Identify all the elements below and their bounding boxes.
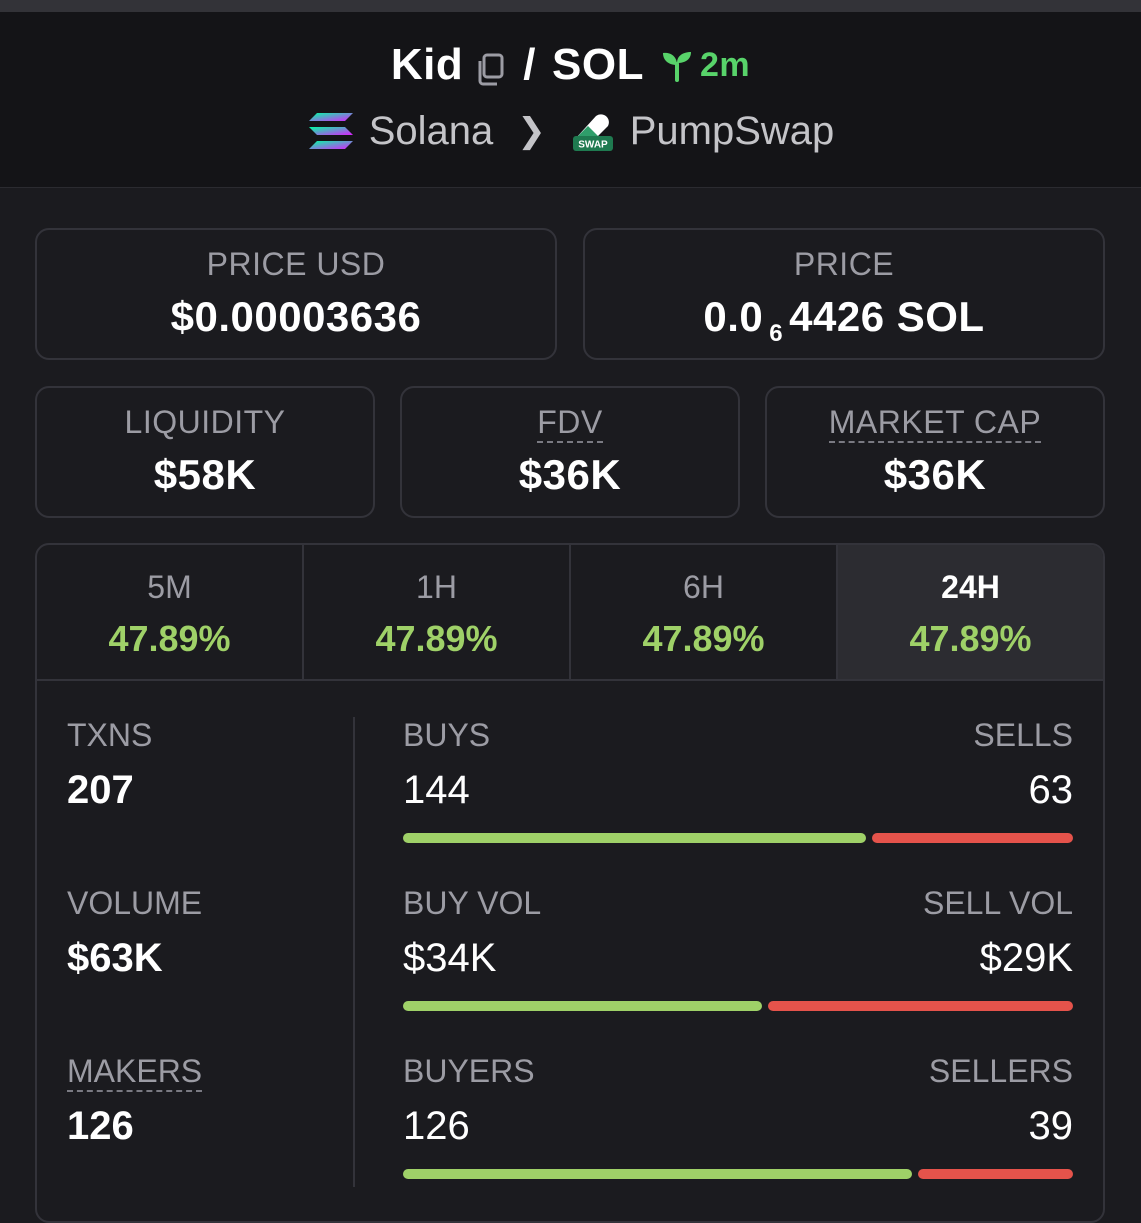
sprout-icon bbox=[662, 52, 691, 82]
price-native-zero-count: 6 bbox=[769, 320, 784, 347]
ratio-left-value: 126 bbox=[403, 1104, 470, 1148]
pair-header: Kid / SOL 2m bbox=[0, 12, 1141, 188]
metric-label[interactable]: MAKERS bbox=[67, 1053, 203, 1092]
price-usd-label: PRICE USD bbox=[206, 246, 386, 282]
ratio-right-value: 63 bbox=[1028, 768, 1074, 812]
buy-bar bbox=[403, 1169, 912, 1179]
column-divider bbox=[353, 717, 355, 1187]
ratio-right-value: 39 bbox=[1028, 1104, 1074, 1148]
metric-value: 207 bbox=[67, 768, 134, 812]
price-native-suffix: 4426 SOL bbox=[789, 293, 985, 340]
txns-metric: TXNS 207 bbox=[67, 717, 347, 885]
sell-bar bbox=[872, 833, 1073, 843]
buyers-sellers-ratio: BUYERS SELLERS 126 39 bbox=[403, 1053, 1073, 1221]
chevron-right-icon: ❯ bbox=[517, 112, 546, 150]
tab-change: 47.89% bbox=[108, 618, 231, 659]
metrics-column: TXNS 207 VOLUME $63K MAKERS 126 bbox=[67, 717, 347, 1221]
buy-bar bbox=[403, 1001, 762, 1011]
ratio-left-label: BUY VOL bbox=[403, 885, 542, 921]
stats-panel: 5M 47.89% 1H 47.89% 6H 47.89% 24H 47.89%… bbox=[35, 543, 1105, 1223]
price-usd-value: $0.00003636 bbox=[170, 293, 422, 340]
ratio-left-value: 144 bbox=[403, 768, 470, 812]
liquidity-card: LIQUIDITY $58K bbox=[35, 386, 375, 518]
fdv-value: $36K bbox=[518, 451, 622, 498]
tab-label: 5M bbox=[147, 569, 192, 605]
ratio-right-label: SELLS bbox=[973, 717, 1073, 753]
metric-value: 126 bbox=[67, 1104, 134, 1148]
metric-label: VOLUME bbox=[67, 885, 203, 921]
metric-value: $63K bbox=[67, 936, 163, 980]
buy-bar bbox=[403, 833, 866, 843]
price-native-card: PRICE 0.0 6 4426 SOL bbox=[583, 228, 1105, 360]
metric-label: TXNS bbox=[67, 717, 153, 753]
tab-change: 47.89% bbox=[375, 618, 498, 659]
copy-icon[interactable] bbox=[475, 48, 505, 86]
price-native-label: PRICE bbox=[793, 246, 895, 282]
ratio-left-value: $34K bbox=[403, 936, 497, 980]
buy-sell-volume-ratio: BUY VOL SELL VOL $34K $29K bbox=[403, 885, 1073, 1053]
market-cap-value: $36K bbox=[883, 451, 987, 498]
solana-icon bbox=[308, 113, 353, 149]
dex-link[interactable]: PumpSwap bbox=[629, 108, 835, 153]
pair-separator: / bbox=[523, 40, 537, 89]
ratio-right-value: $29K bbox=[979, 936, 1073, 980]
token-symbol: Kid bbox=[390, 40, 464, 89]
pumpswap-icon-text: SWAP bbox=[578, 140, 608, 151]
fdv-label[interactable]: FDV bbox=[537, 404, 603, 443]
ratio-bar bbox=[403, 1169, 1073, 1179]
ratios-column: BUYS SELLS 144 63 BUY VOL SELL VOL $34K … bbox=[403, 717, 1073, 1221]
tab-label: 6H bbox=[683, 569, 724, 605]
ratio-bar bbox=[403, 833, 1073, 843]
price-native-value: 0.0 6 4426 SOL bbox=[585, 293, 1103, 348]
tab-change: 47.89% bbox=[642, 618, 765, 659]
ratio-right-label: SELL VOL bbox=[922, 885, 1073, 921]
liquidity-value: $58K bbox=[153, 451, 257, 498]
sell-bar bbox=[918, 1169, 1073, 1179]
age-text: 2m bbox=[699, 45, 751, 84]
price-native-prefix: 0.0 bbox=[703, 293, 764, 340]
market-cap-label[interactable]: MARKET CAP bbox=[828, 404, 1042, 443]
sell-bar bbox=[768, 1001, 1073, 1011]
tab-1h[interactable]: 1H 47.89% bbox=[304, 545, 571, 679]
tab-label: 1H bbox=[416, 569, 457, 605]
tab-6h[interactable]: 6H 47.89% bbox=[571, 545, 838, 679]
ratio-right-label: SELLERS bbox=[928, 1053, 1073, 1089]
pumpswap-icon: SWAP bbox=[572, 114, 613, 151]
fdv-card: FDV $36K bbox=[400, 386, 740, 518]
pair-age: 2m bbox=[660, 46, 750, 85]
tab-5m[interactable]: 5M 47.89% bbox=[37, 545, 304, 679]
tab-label: 24H bbox=[941, 569, 1000, 605]
market-cap-card: MARKET CAP $36K bbox=[765, 386, 1105, 518]
ratio-bar bbox=[403, 1001, 1073, 1011]
tab-change: 47.89% bbox=[909, 618, 1032, 659]
timeframe-tabs: 5M 47.89% 1H 47.89% 6H 47.89% 24H 47.89% bbox=[37, 545, 1103, 681]
quote-symbol: SOL bbox=[552, 40, 644, 89]
chain-breadcrumb: Solana ❯ SWAP PumpSwap bbox=[0, 108, 1141, 154]
price-usd-card: PRICE USD $0.00003636 bbox=[35, 228, 557, 360]
top-bar bbox=[0, 0, 1141, 12]
ratio-left-label: BUYERS bbox=[403, 1053, 535, 1089]
chain-link[interactable]: Solana bbox=[368, 108, 494, 153]
volume-metric: VOLUME $63K bbox=[67, 885, 347, 1053]
buys-sells-ratio: BUYS SELLS 144 63 bbox=[403, 717, 1073, 885]
ratio-left-label: BUYS bbox=[403, 717, 491, 753]
tab-24h[interactable]: 24H 47.89% bbox=[838, 545, 1103, 679]
pair-title: Kid / SOL 2m bbox=[0, 40, 1141, 90]
liquidity-label: LIQUIDITY bbox=[124, 404, 286, 440]
makers-metric: MAKERS 126 bbox=[67, 1053, 347, 1221]
